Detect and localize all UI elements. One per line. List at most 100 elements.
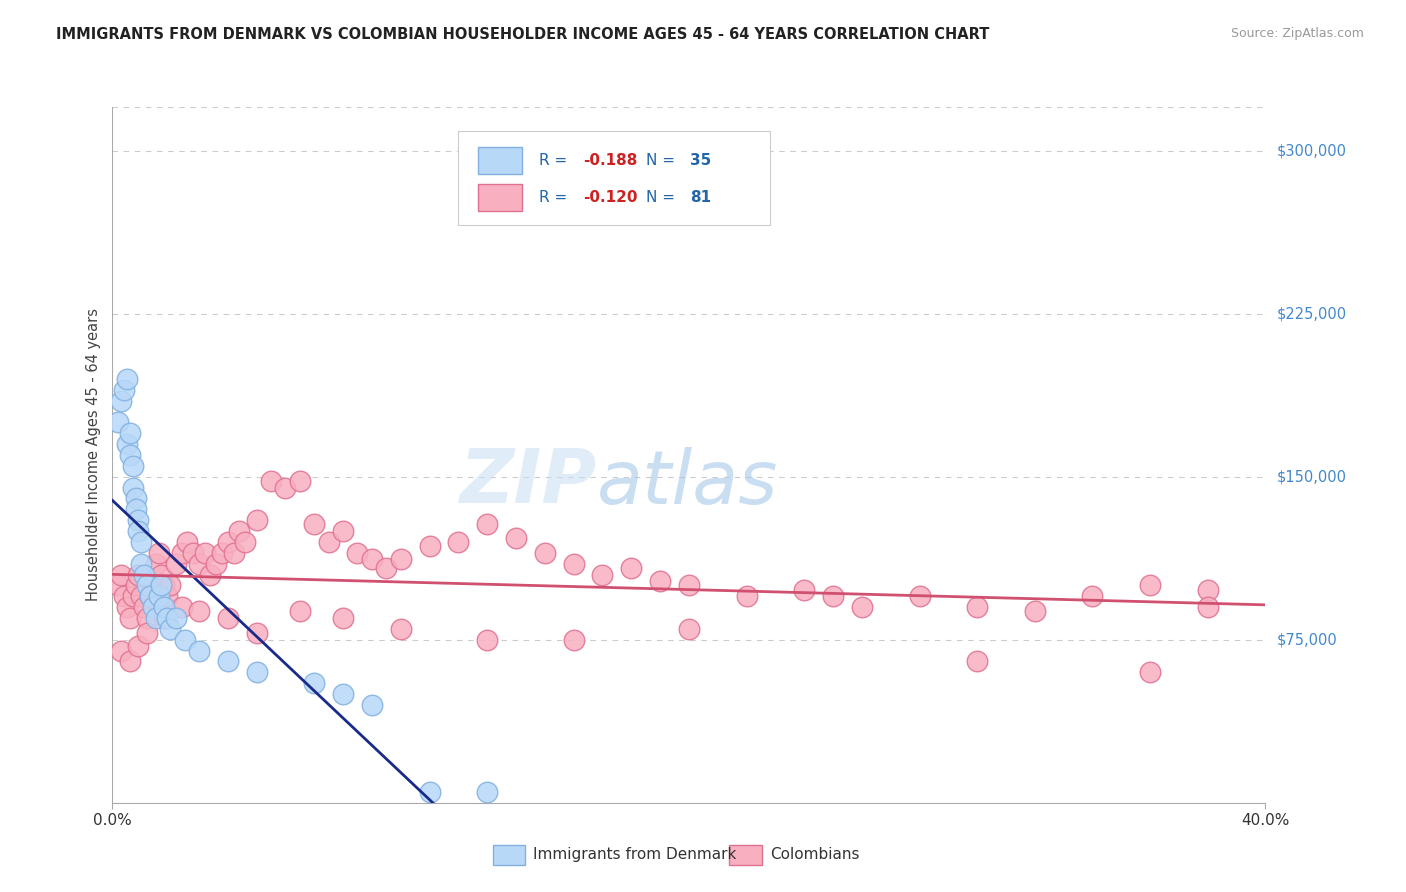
FancyBboxPatch shape (478, 185, 522, 211)
Point (121, 589, 143, 603)
Text: $75,000: $75,000 (1277, 632, 1337, 648)
Point (118, 655, 141, 669)
Point (129, 589, 153, 603)
Point (194, 546, 217, 560)
Point (188, 605, 211, 619)
Point (318, 535, 340, 549)
Point (127, 513, 149, 527)
Text: atlas: atlas (596, 447, 778, 519)
Point (121, 481, 143, 495)
Point (159, 578, 181, 592)
Point (134, 600, 156, 615)
Point (150, 578, 173, 592)
Point (678, 578, 700, 592)
Point (170, 600, 193, 615)
Point (304, 517, 326, 532)
Point (118, 611, 141, 625)
Point (217, 611, 239, 625)
Point (821, 589, 844, 603)
Point (170, 546, 193, 560)
Point (188, 557, 211, 571)
Point (165, 611, 187, 625)
Point (1197, 582, 1219, 597)
Point (148, 589, 170, 603)
Point (735, 589, 758, 603)
Point (118, 448, 141, 462)
Point (1081, 589, 1104, 603)
Point (129, 535, 153, 549)
Point (153, 611, 176, 625)
Point (139, 589, 162, 603)
Point (127, 567, 149, 582)
Point (136, 611, 159, 625)
Point (115, 600, 138, 615)
Point (1139, 578, 1161, 592)
Point (260, 474, 283, 488)
Text: ZIP: ZIP (460, 446, 596, 519)
Text: Source: ZipAtlas.com: Source: ZipAtlas.com (1230, 27, 1364, 40)
Point (156, 611, 179, 625)
Point (124, 578, 146, 592)
Point (176, 535, 198, 549)
Text: $150,000: $150,000 (1277, 469, 1347, 484)
Point (419, 785, 441, 799)
Text: R =: R = (538, 190, 572, 205)
Point (389, 552, 412, 566)
Point (245, 626, 267, 640)
Point (127, 639, 149, 653)
Text: Colombians: Colombians (769, 847, 859, 863)
Point (533, 546, 555, 560)
Point (217, 535, 239, 549)
FancyBboxPatch shape (458, 131, 769, 226)
Point (211, 546, 233, 560)
Point (200, 567, 222, 582)
Y-axis label: Householder Income Ages 45 - 64 years: Householder Income Ages 45 - 64 years (86, 309, 101, 601)
Point (205, 557, 228, 571)
Point (139, 589, 162, 603)
Point (145, 611, 167, 625)
Text: 81: 81 (690, 190, 711, 205)
Point (562, 557, 585, 571)
Point (360, 698, 382, 712)
Point (592, 567, 614, 582)
Point (245, 513, 267, 527)
Point (793, 582, 815, 597)
Point (150, 567, 173, 582)
Point (966, 600, 988, 615)
Point (129, 557, 153, 571)
Point (1024, 605, 1046, 619)
Point (173, 632, 195, 647)
Point (165, 557, 187, 571)
Text: IMMIGRANTS FROM DENMARK VS COLOMBIAN HOUSEHOLDER INCOME AGES 45 - 64 YEARS CORRE: IMMIGRANTS FROM DENMARK VS COLOMBIAN HOU… (56, 27, 990, 42)
Point (288, 474, 311, 488)
Point (222, 546, 245, 560)
Point (346, 546, 368, 560)
FancyBboxPatch shape (494, 846, 526, 864)
Point (142, 578, 165, 592)
Point (1139, 665, 1161, 680)
Point (908, 589, 931, 603)
Point (332, 687, 354, 701)
Point (375, 561, 398, 575)
Text: N =: N = (647, 153, 681, 168)
Text: R =: R = (538, 153, 572, 168)
Point (360, 552, 382, 566)
Point (115, 372, 138, 386)
Point (274, 481, 297, 495)
Point (288, 605, 311, 619)
Point (112, 383, 135, 397)
Point (110, 567, 132, 582)
Point (110, 643, 132, 657)
Point (648, 574, 672, 588)
Point (188, 643, 211, 657)
Point (678, 622, 700, 636)
Point (118, 426, 141, 441)
Point (134, 567, 156, 582)
Point (153, 578, 176, 592)
Point (389, 622, 412, 636)
Point (304, 676, 326, 690)
Point (851, 600, 873, 615)
Point (475, 632, 498, 647)
Point (112, 589, 135, 603)
Point (620, 561, 643, 575)
